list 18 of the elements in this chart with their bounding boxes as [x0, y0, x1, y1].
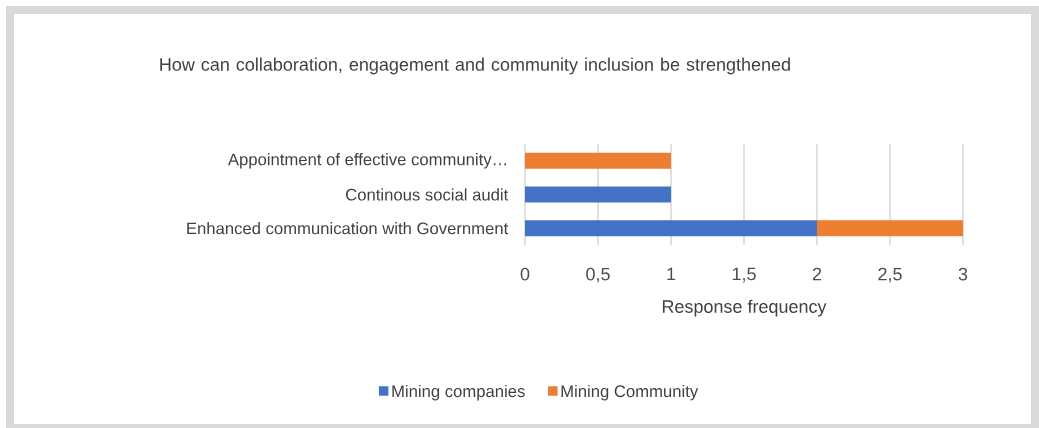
x-tick-label: 0,5 [586, 267, 610, 283]
y-tick-label: Continous social audit [346, 188, 509, 201]
x-tick-label: 2,5 [878, 267, 902, 283]
y-tick-label: Appointment of effective community… [227, 153, 506, 169]
chart-title: How can collaboration, engagement and community inclusion be strengthened [160, 57, 790, 75]
x-tick-label: 0 [520, 267, 530, 281]
x-axis-title: Response frequency [662, 299, 827, 317]
bar [816, 220, 963, 237]
legend-label: Mining companies [392, 384, 525, 401]
bar [525, 186, 671, 203]
x-tick-label: 1 [667, 267, 676, 281]
x-tick-label: 3 [958, 267, 968, 281]
x-tick-label: 1,5 [732, 267, 756, 283]
y-tick-label: Enhanced communication with Government [187, 222, 509, 235]
bar [525, 152, 671, 169]
bar [525, 220, 817, 237]
legend-label: Mining Community [561, 384, 699, 401]
x-tick-label: 2 [812, 267, 822, 281]
